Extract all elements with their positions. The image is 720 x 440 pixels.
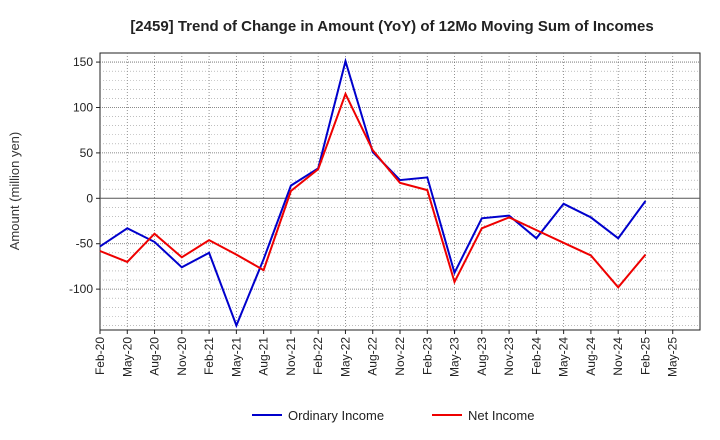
x-tick-label: May-22 bbox=[338, 337, 352, 377]
series-lines bbox=[99, 57, 647, 329]
x-tick-label: May-21 bbox=[229, 337, 243, 377]
x-tick-label: May-25 bbox=[666, 337, 680, 377]
x-tick-label: Aug-20 bbox=[148, 337, 162, 376]
series-line-ordinary-income bbox=[99, 57, 647, 329]
chart-title: [2459] Trend of Change in Amount (YoY) o… bbox=[130, 18, 653, 35]
y-tick-labels: 150 100 50 0 -50 -100 bbox=[69, 55, 93, 296]
legend: Ordinary Income Net Income bbox=[252, 408, 534, 423]
x-tick-label: May-23 bbox=[448, 337, 462, 377]
x-tick-label: Aug-22 bbox=[366, 337, 380, 376]
series-line-net-income bbox=[99, 91, 647, 289]
x-tick-label: Feb-23 bbox=[420, 337, 434, 375]
y-tick-label: 0 bbox=[86, 191, 93, 205]
y-tick-label: -100 bbox=[69, 282, 93, 296]
x-tick-label: Feb-25 bbox=[638, 337, 652, 375]
x-tick-label: Nov-24 bbox=[611, 337, 625, 376]
y-tick-label: 50 bbox=[80, 146, 94, 160]
x-tick-label: Feb-20 bbox=[93, 337, 107, 375]
y-axis-label: Amount (million yen) bbox=[7, 132, 22, 251]
x-tick-label: Aug-23 bbox=[475, 337, 489, 376]
grid bbox=[96, 52, 701, 334]
x-tick-label: Aug-24 bbox=[584, 337, 598, 376]
x-tick-label: Nov-20 bbox=[175, 337, 189, 376]
x-tick-label: Aug-21 bbox=[257, 337, 271, 376]
x-tick-label: May-24 bbox=[557, 337, 571, 377]
x-tick-label: Nov-22 bbox=[393, 337, 407, 376]
x-tick-label: Feb-22 bbox=[311, 337, 325, 375]
y-tick-label: 100 bbox=[73, 100, 93, 114]
y-tick-label: 150 bbox=[73, 55, 93, 69]
y-tick-label: -50 bbox=[76, 237, 94, 251]
x-tick-labels: Feb-20 May-20 Aug-20 Nov-20 Feb-21 May-21 Aug-… bbox=[93, 337, 680, 377]
legend-label: Ordinary Income bbox=[288, 408, 384, 423]
x-tick-label: Nov-23 bbox=[502, 337, 516, 376]
x-tick-label: Feb-21 bbox=[202, 337, 216, 375]
x-tick-label: Feb-24 bbox=[529, 337, 543, 375]
legend-label: Net Income bbox=[468, 408, 534, 423]
x-tick-label: May-20 bbox=[120, 337, 134, 377]
x-tick-label: Nov-21 bbox=[284, 337, 298, 376]
